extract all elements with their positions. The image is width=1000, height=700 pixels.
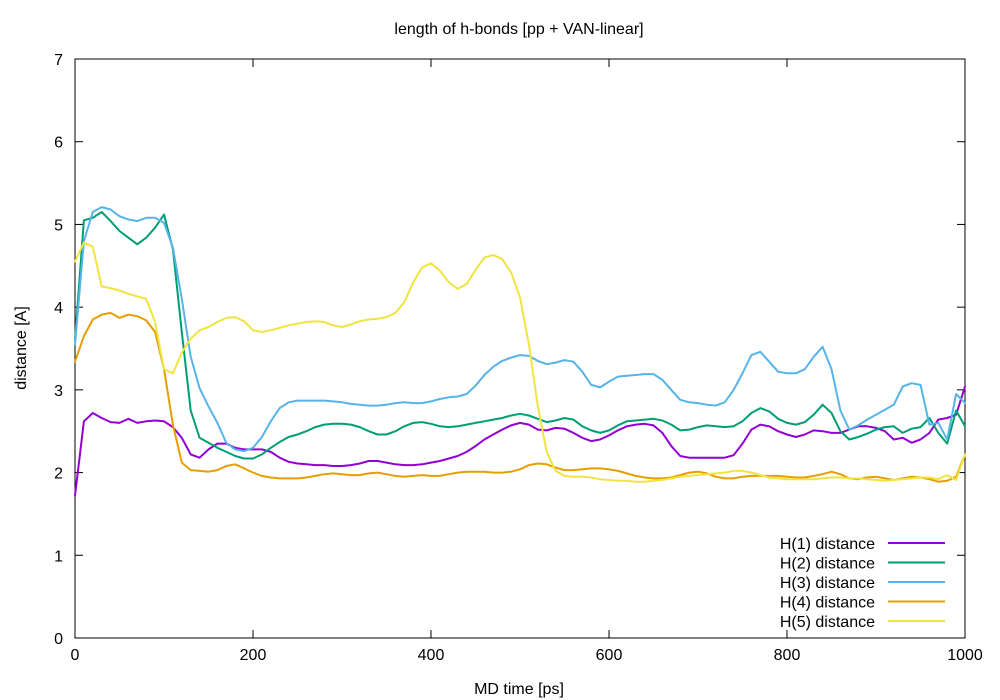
y-tick-label: 2 [54, 466, 63, 483]
y-axis-label: distance [A] [13, 306, 30, 390]
series-line-h5 [74, 241, 966, 483]
y-tick-label: 0 [54, 631, 63, 648]
series-line-h3 [74, 206, 966, 453]
legend-label: H(5) distance [780, 614, 875, 631]
y-tick-label: 4 [54, 300, 63, 317]
x-tick-label: 400 [418, 647, 445, 664]
x-axis-label: MD time [ps] [474, 681, 564, 698]
x-tick-label: 1000 [947, 647, 983, 664]
legend-label: H(2) distance [780, 556, 875, 573]
x-tick-label: 200 [240, 647, 267, 664]
legend-label: H(3) distance [780, 575, 875, 592]
plot-area [74, 206, 966, 497]
y-tick-label: 6 [54, 135, 63, 152]
series-line-h2 [74, 211, 966, 460]
x-tick-label: 600 [596, 647, 623, 664]
x-tick-label: 800 [774, 647, 801, 664]
legend-label: H(1) distance [780, 536, 875, 553]
series-line-h4 [74, 311, 966, 483]
legend: H(1) distance H(2) distance H(3) distance H… [780, 536, 945, 631]
y-tick-label: 1 [54, 548, 63, 565]
y-tick-label: 3 [54, 383, 63, 400]
plot-frame [74, 58, 966, 639]
chart-title: length of h-bonds [pp + VAN-linear] [394, 21, 643, 38]
x-tick-label: 0 [71, 647, 80, 664]
y-tick-label: 7 [54, 52, 63, 69]
y-tick-label: 5 [54, 217, 63, 234]
axes: 0 200 400 600 800 1000 0 1 2 3 4 5 6 7 [54, 52, 983, 664]
series-line-h1 [74, 385, 966, 497]
legend-label: H(4) distance [780, 595, 875, 612]
